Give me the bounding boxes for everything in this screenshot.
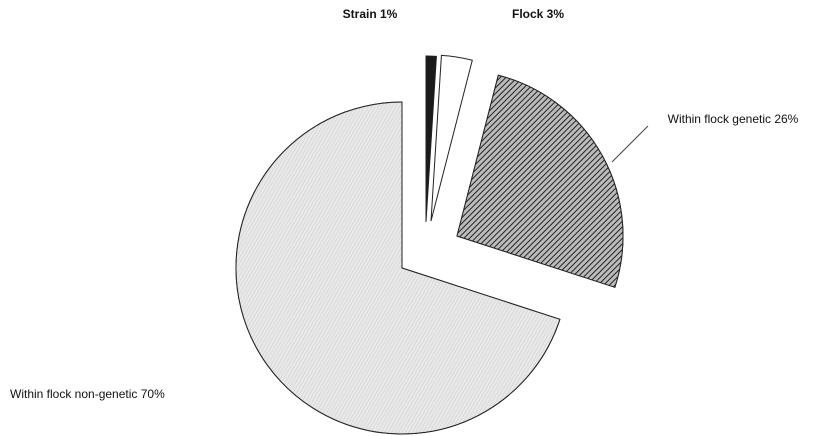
pie-slice [456,74,624,288]
slice-label: Within flock genetic 26% [668,112,799,126]
slice-label: Strain 1% [343,7,398,21]
slice-label: Flock 3% [512,7,564,21]
leader-line [611,125,649,163]
pie-slice [430,54,473,222]
slice-label: Within flock non-genetic 70% [10,387,165,401]
